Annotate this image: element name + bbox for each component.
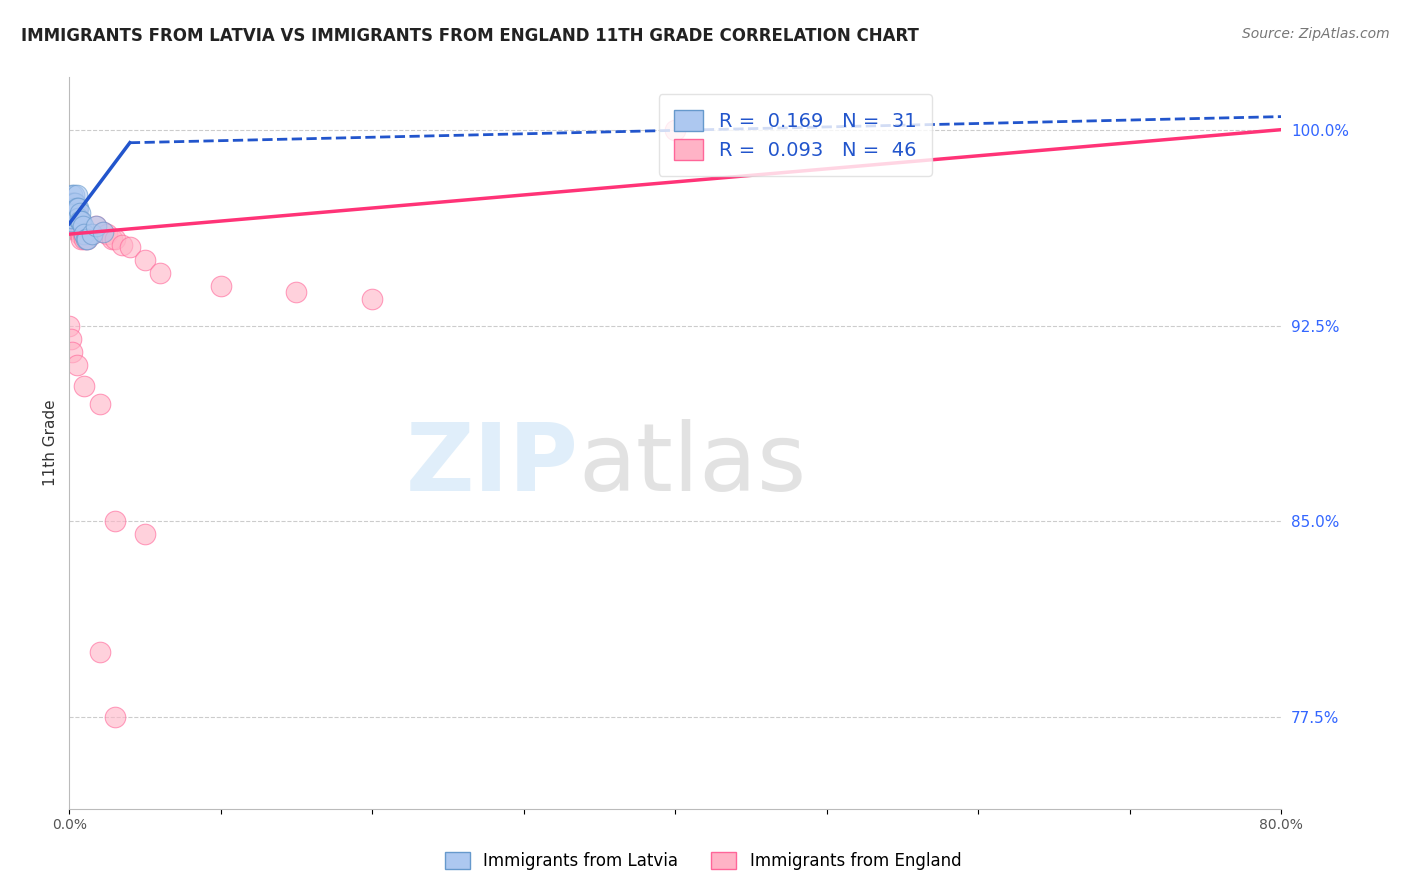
- Point: [62, 206, 84, 220]
- Point: [62, 188, 84, 202]
- Point: [86, 219, 108, 234]
- Text: ZIP: ZIP: [405, 419, 578, 511]
- Point: [91, 225, 114, 239]
- Text: Source: ZipAtlas.com: Source: ZipAtlas.com: [1241, 27, 1389, 41]
- Point: [67, 211, 90, 226]
- Point: [58, 206, 80, 220]
- Point: [104, 710, 127, 724]
- Point: [104, 515, 127, 529]
- Point: [86, 219, 108, 234]
- Point: [66, 358, 89, 372]
- Point: [59, 214, 82, 228]
- Point: [111, 237, 134, 252]
- Point: [58, 206, 80, 220]
- Point: [67, 201, 90, 215]
- Point: [60, 206, 83, 220]
- Point: [59, 206, 82, 220]
- Point: [209, 279, 232, 293]
- Point: [65, 206, 87, 220]
- Point: [66, 214, 89, 228]
- Point: [58, 201, 80, 215]
- Point: [134, 527, 156, 541]
- Point: [100, 232, 122, 246]
- Point: [73, 232, 96, 246]
- Point: [59, 214, 82, 228]
- Point: [58, 318, 80, 333]
- Y-axis label: 11th Grade: 11th Grade: [44, 400, 58, 486]
- Point: [65, 222, 87, 236]
- Point: [60, 211, 83, 226]
- Point: [58, 222, 80, 236]
- Point: [69, 206, 91, 220]
- Point: [60, 195, 83, 210]
- Point: [89, 645, 111, 659]
- Point: [59, 201, 82, 215]
- Legend: Immigrants from Latvia, Immigrants from England: Immigrants from Latvia, Immigrants from …: [439, 845, 967, 877]
- Point: [58, 217, 80, 231]
- Point: [66, 201, 89, 215]
- Point: [104, 232, 127, 246]
- Point: [62, 214, 84, 228]
- Point: [67, 222, 90, 236]
- Point: [62, 201, 84, 215]
- Point: [75, 232, 97, 246]
- Point: [149, 266, 172, 280]
- Point: [70, 232, 93, 246]
- Point: [285, 285, 308, 299]
- Point: [118, 240, 141, 254]
- Point: [59, 332, 82, 346]
- Point: [73, 227, 96, 241]
- Point: [80, 227, 103, 241]
- Point: [60, 188, 83, 202]
- Point: [62, 195, 84, 210]
- Point: [69, 214, 91, 228]
- Point: [91, 225, 114, 239]
- Point: [60, 344, 83, 359]
- Point: [59, 195, 82, 210]
- Point: [69, 227, 91, 241]
- Point: [73, 378, 96, 392]
- Point: [134, 253, 156, 268]
- Point: [664, 122, 686, 136]
- Point: [70, 214, 93, 228]
- Point: [361, 293, 384, 307]
- Point: [60, 214, 83, 228]
- Text: IMMIGRANTS FROM LATVIA VS IMMIGRANTS FROM ENGLAND 11TH GRADE CORRELATION CHART: IMMIGRANTS FROM LATVIA VS IMMIGRANTS FRO…: [21, 27, 920, 45]
- Point: [65, 214, 87, 228]
- Point: [58, 211, 80, 226]
- Point: [80, 227, 103, 241]
- Point: [58, 201, 80, 215]
- Text: atlas: atlas: [578, 419, 807, 511]
- Point: [72, 227, 94, 241]
- Point: [65, 195, 87, 210]
- Legend: R =  0.169   N =  31, R =  0.093   N =  46: R = 0.169 N = 31, R = 0.093 N = 46: [658, 95, 932, 176]
- Point: [58, 214, 80, 228]
- Point: [60, 201, 83, 215]
- Point: [66, 206, 89, 220]
- Point: [96, 227, 118, 241]
- Point: [72, 219, 94, 234]
- Point: [76, 232, 98, 246]
- Point: [59, 195, 82, 210]
- Point: [60, 195, 83, 210]
- Point: [89, 397, 111, 411]
- Point: [59, 206, 82, 220]
- Point: [76, 232, 98, 246]
- Point: [66, 188, 89, 202]
